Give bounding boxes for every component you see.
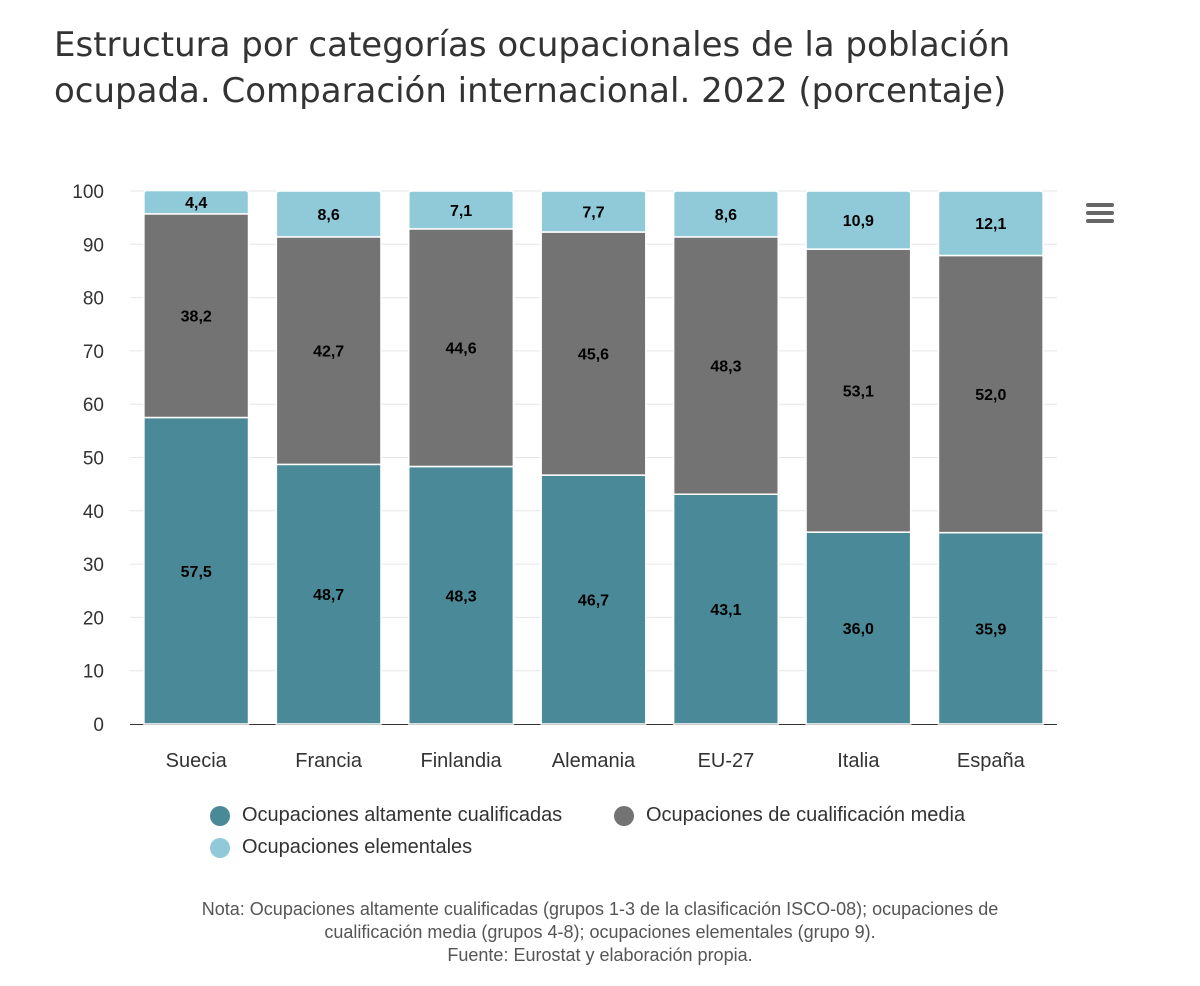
x-tick-label: Suecia	[166, 750, 228, 772]
legend-dot-icon	[614, 805, 634, 826]
y-tick-label: 50	[83, 449, 104, 470]
legend-dot-icon	[210, 837, 230, 858]
y-tick-label: 30	[83, 555, 104, 576]
hamburger-menu-icon[interactable]	[1086, 203, 1116, 227]
y-tick-label: 100	[72, 182, 104, 203]
y-tick-label: 0	[93, 715, 104, 736]
y-tick-label: 60	[83, 395, 104, 416]
data-label: 46,7	[578, 593, 609, 610]
footnote-line: cualificación media (grupos 4-8); ocupac…	[324, 922, 876, 942]
y-tick-label: 40	[83, 502, 104, 523]
y-tick-label: 80	[83, 289, 104, 310]
data-label: 8,6	[715, 207, 737, 224]
bar-segment[interactable]	[937, 190, 1044, 257]
data-label: 44,6	[446, 341, 477, 358]
data-label: 43,1	[710, 602, 741, 619]
y-tick-label: 20	[83, 608, 104, 629]
data-label: 52,0	[975, 387, 1006, 404]
x-tick-label: Finlandia	[420, 750, 502, 772]
footnote-line: Fuente: Eurostat y elaboración propia.	[447, 945, 753, 965]
bar-segment[interactable]	[408, 190, 515, 230]
bar-segment[interactable]	[275, 190, 382, 238]
data-label: 12,1	[975, 216, 1006, 233]
x-tick-label: Alemania	[552, 750, 636, 772]
data-label: 7,1	[450, 203, 472, 220]
data-labels: 57,5 38,2 4,4 48,7 42,7 8,6 48,3 44,6 7,1 46,7 45,…	[181, 195, 1007, 638]
bars	[143, 189, 1044, 725]
legend-dot-icon	[210, 805, 230, 826]
legend-item-altamente-cualificadas[interactable]: Ocupaciones altamente cualificadas	[210, 804, 562, 827]
bar-segment[interactable]	[540, 190, 647, 233]
data-label: 42,7	[313, 344, 344, 361]
legend: Ocupaciones altamente cualificadas Ocupa…	[210, 800, 1030, 870]
legend-item-elementales[interactable]: Ocupaciones elementales	[210, 836, 472, 859]
data-label: 53,1	[843, 384, 874, 401]
footnote-line: Nota: Ocupaciones altamente cualificadas…	[201, 899, 999, 919]
x-tick-label: España	[957, 750, 1026, 772]
legend-label: Ocupaciones de cualificación media	[646, 804, 966, 826]
legend-item-cualificacion-media[interactable]: Ocupaciones de cualificación media	[614, 804, 965, 827]
data-label: 4,4	[185, 195, 207, 212]
data-label: 10,9	[843, 213, 874, 230]
y-axis-ticks: 0 10 20 30 40 50 60 70 80 90 100	[72, 182, 104, 736]
data-label: 48,3	[710, 359, 741, 376]
data-label: 8,6	[318, 207, 340, 224]
data-label: 36,0	[843, 621, 874, 638]
legend-label: Ocupaciones altamente cualificadas	[242, 804, 563, 826]
footnote: Nota: Ocupaciones altamente cualificadas…	[100, 898, 1100, 967]
bar-segment[interactable]	[143, 189, 250, 215]
data-label: 57,5	[181, 564, 212, 581]
x-axis-ticks: Suecia Francia Finlandia Alemania EU-27 Itali…	[166, 750, 1026, 772]
data-label: 48,3	[446, 588, 477, 605]
bar-segment[interactable]	[672, 190, 779, 238]
x-tick-label: Francia	[295, 750, 363, 772]
x-tick-label: EU-27	[698, 750, 755, 772]
y-tick-label: 70	[83, 342, 104, 363]
stacked-bar-chart: 0 10 20 30 40 50 60 70 80 90 100 Suecia Francia Finl…	[72, 182, 1057, 772]
data-label: 45,6	[578, 347, 609, 364]
x-tick-label: Italia	[837, 750, 880, 772]
data-label: 48,7	[313, 587, 344, 604]
chart-title: Estructura por categorías ocupacionales …	[54, 25, 1011, 111]
data-label: 7,7	[582, 205, 604, 222]
legend-label: Ocupaciones elementales	[242, 836, 473, 858]
data-label: 38,2	[181, 309, 212, 326]
data-label: 35,9	[975, 621, 1006, 638]
y-tick-label: 90	[83, 235, 104, 256]
y-tick-label: 10	[83, 662, 104, 683]
bar-segment[interactable]	[805, 190, 912, 250]
